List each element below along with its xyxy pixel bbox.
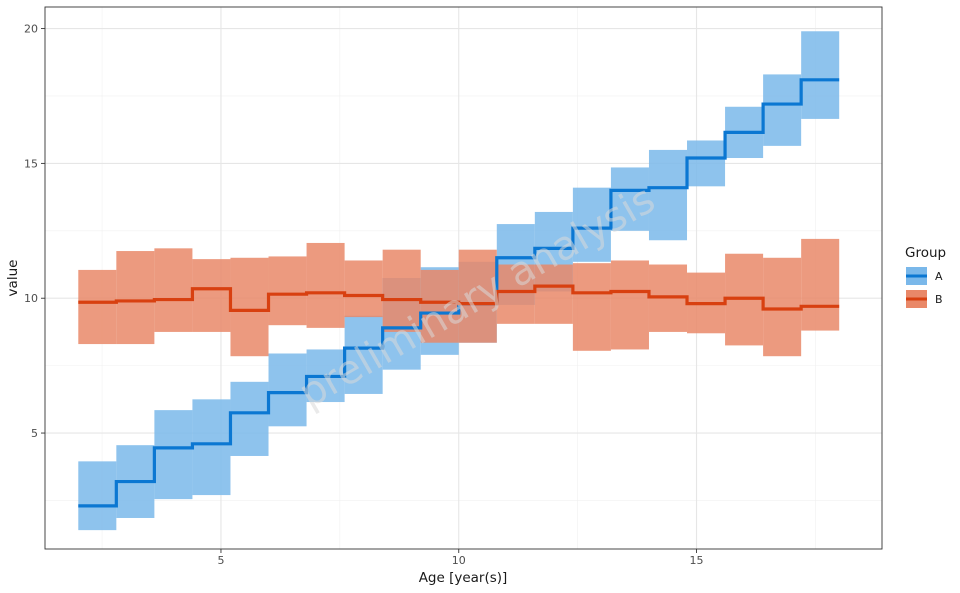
ribbon-segment-B xyxy=(534,264,573,324)
ribbon-segment-A xyxy=(230,381,269,456)
ribbon-segment-A xyxy=(687,140,726,187)
ribbon-segment-B xyxy=(192,259,231,332)
ribbon-segment-A xyxy=(763,74,802,146)
ribbon-segment-B xyxy=(268,256,307,326)
legend-title: Group xyxy=(905,245,946,261)
y-axis-title: value xyxy=(5,260,21,297)
y-tick-label: 10 xyxy=(24,292,38,305)
ribbon-segment-A xyxy=(801,31,840,119)
ribbon-segment-B xyxy=(230,257,269,357)
ribbon-segment-A xyxy=(344,315,383,394)
ribbon-segment-B xyxy=(306,242,345,328)
ribbon-segment-B xyxy=(458,249,497,343)
ribbon-segment-A xyxy=(648,149,688,241)
x-tick-label: 5 xyxy=(217,554,224,567)
legend-label-B: B xyxy=(935,293,943,306)
y-tick-label: 15 xyxy=(24,157,38,170)
y-tick-label: 5 xyxy=(31,427,38,440)
y-tick-label: 20 xyxy=(24,23,38,36)
ribbon-segment-B xyxy=(572,263,611,351)
ribbon-segment-B xyxy=(116,251,155,345)
legend: Group AB xyxy=(905,245,946,308)
x-axis-ticks: 5 10 15 xyxy=(217,549,704,567)
ribbon-segment-B xyxy=(382,249,421,332)
ribbon-segment-A xyxy=(154,410,193,500)
ribbon-segment-A xyxy=(192,399,231,496)
ribbon-segment-A xyxy=(78,461,117,531)
ribbon-segment-B xyxy=(78,269,117,345)
ribbon-segment-B xyxy=(496,264,535,324)
x-axis-title: Age [year(s)] xyxy=(419,570,508,586)
ribbon-segment-B xyxy=(801,238,840,331)
panel-border xyxy=(44,6,883,550)
y-axis-ticks: 5 10 15 20 xyxy=(24,23,45,440)
confidence-ribbons xyxy=(78,31,840,531)
ribbon-segment-A xyxy=(572,187,611,262)
ribbon-segment-B xyxy=(344,260,383,318)
ribbon-segment-B xyxy=(610,260,649,350)
legend-label-A: A xyxy=(935,270,943,283)
x-tick-label: 10 xyxy=(452,554,466,567)
ribbon-segment-A xyxy=(610,167,649,231)
x-tick-label: 15 xyxy=(690,554,704,567)
ribbon-segment-B xyxy=(154,248,193,332)
ribbon-segment-A xyxy=(268,353,307,427)
step-line-A xyxy=(78,78,840,508)
ribbon-segment-B xyxy=(763,257,802,357)
step-line-B xyxy=(78,284,840,312)
ribbon-segment-B xyxy=(420,269,459,343)
step-lines xyxy=(78,78,840,508)
